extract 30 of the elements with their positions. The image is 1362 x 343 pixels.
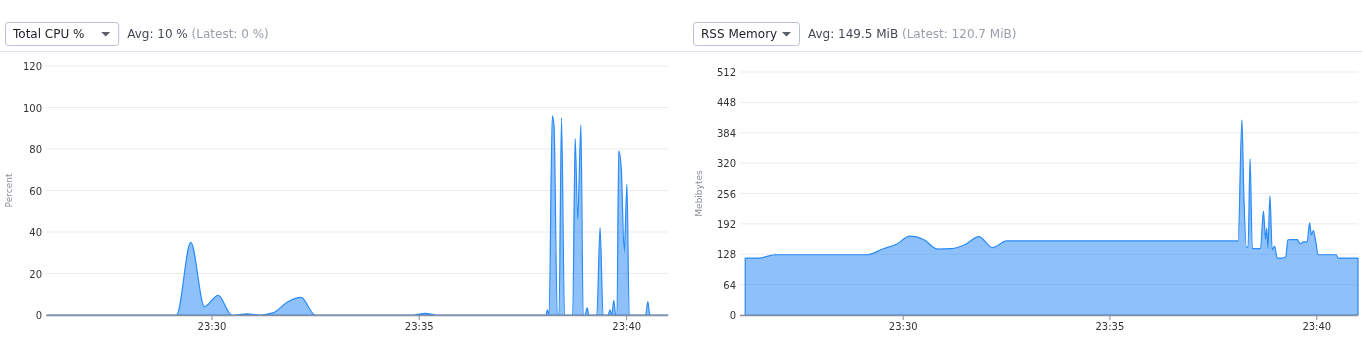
y-axis-title: Mebibytes [694,170,704,217]
y-tick-label: 64 [723,279,736,291]
x-tick-label: 23:35 [1095,321,1125,332]
y-tick-label: 256 [716,188,736,200]
y-tick-label: 192 [716,218,736,230]
chart-title: RSS Memory [701,27,778,41]
y-tick-label: 384 [716,127,736,139]
y-axis-title: Percent [4,173,14,208]
x-tick-label: 23:40 [1302,321,1332,332]
x-tick-label: 23:40 [612,321,642,332]
x-tick-label: 23:30 [888,321,918,332]
chart-title: Total CPU % [12,27,85,41]
x-tick-label: 23:30 [197,321,227,332]
y-tick-label: 0 [35,310,42,321]
y-tick-label: 320 [716,158,736,170]
y-tick-label: 20 [29,268,42,280]
x-tick-label: 23:35 [404,321,434,332]
text: (Latest: 120.7 MiB) [898,27,1017,41]
text: (Latest: 0 %) [187,27,269,41]
y-tick-label: 100 [22,102,42,114]
y-tick-label: 0 [729,310,736,321]
y-tick-label: 80 [29,144,42,155]
chart-subtitle: Avg: 10 % [127,27,188,41]
y-tick-label: 448 [716,97,736,109]
y-tick-label: 128 [716,249,736,261]
y-tick-label: 40 [29,227,42,238]
y-tick-label: 60 [29,185,42,197]
y-tick-label: 512 [716,67,736,78]
y-tick-label: 120 [22,61,42,72]
chart-subtitle: Avg: 149.5 MiB [808,27,899,41]
